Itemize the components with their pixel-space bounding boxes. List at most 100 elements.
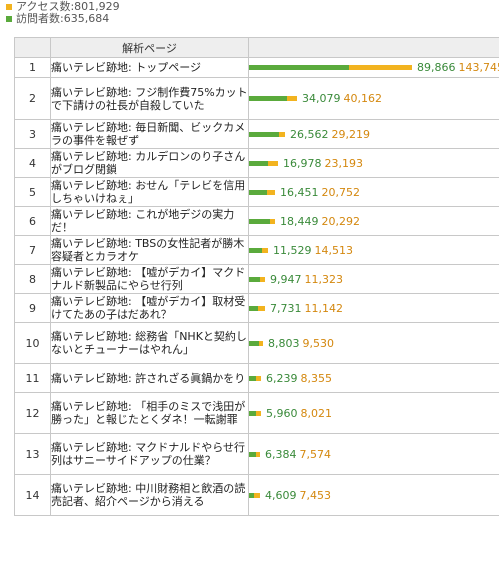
- access-count: 8,355: [300, 371, 333, 385]
- visit-count: 34,079: [302, 92, 341, 105]
- access-count: 11,323: [304, 272, 344, 286]
- table-row: 13 痛いテレビ跡地: マクドナルドやらせ行列はサニーサイドアップの仕業？ 6,38…: [14, 433, 499, 475]
- visit-count: 16,978: [283, 156, 322, 170]
- row-chart: 34,079 40,162: [248, 77, 499, 120]
- visit-count: 6,239: [266, 371, 298, 385]
- row-rank: 14: [14, 474, 51, 516]
- row-chart: 6,384 7,574: [248, 433, 499, 475]
- row-chart: 7,731 11,142: [248, 293, 499, 323]
- visit-bar: [249, 340, 259, 346]
- access-count: 9,530: [302, 336, 335, 350]
- visit-bar: [249, 247, 262, 253]
- chart-header: [248, 37, 499, 58]
- access-count: 11,142: [304, 301, 344, 315]
- row-rank: 11: [14, 363, 51, 393]
- access-bar: [259, 340, 263, 346]
- stat-bar: [249, 189, 275, 195]
- visit-bar: [249, 131, 279, 137]
- legend-access-value: 801,929: [74, 0, 120, 13]
- row-page-title: 痛いテレビ跡地: マクドナルドやらせ行列はサニーサイドアップの仕業？: [50, 433, 249, 475]
- access-bar: [262, 247, 268, 253]
- row-page-title: 痛いテレビ跡地: 総務省「NHKと契約しないとチューナーはやれん」: [50, 322, 249, 364]
- row-rank: 8: [14, 264, 51, 294]
- access-bar: [279, 131, 285, 137]
- visit-bar: [249, 410, 256, 416]
- bar-wrap: 11,529 14,513: [249, 244, 499, 257]
- stat-bar: [249, 340, 263, 346]
- bar-wrap: 16,978 23,193: [249, 157, 499, 170]
- bar-wrap: 16,451 20,752: [249, 186, 499, 199]
- stat-bar: [249, 276, 265, 282]
- row-chart: 16,978 23,193: [248, 148, 499, 178]
- bar-wrap: 7,731 11,142: [249, 302, 499, 315]
- visit-count: 9,947: [270, 272, 302, 286]
- visit-bar: [249, 276, 260, 282]
- row-page-title: 痛いテレビ跡地: 毎日新聞、ビックカメラの事件を報ぜず: [50, 119, 249, 149]
- row-rank: 6: [14, 206, 51, 236]
- stat-bar: [249, 65, 412, 70]
- visit-bar: [249, 375, 256, 381]
- bar-wrap: 18,449 20,292: [249, 215, 499, 228]
- row-page-title: 痛いテレビ跡地: TBSの女性記者が勝木容疑者とカラオケ: [50, 235, 249, 265]
- bar-wrap: 9,947 11,323: [249, 273, 499, 286]
- bar-wrap: 6,239 8,355: [249, 372, 499, 385]
- stat-bar: [249, 96, 297, 101]
- table-row: 3 痛いテレビ跡地: 毎日新聞、ビックカメラの事件を報ぜず 26,562 29,219: [14, 119, 499, 149]
- row-page-title: 痛いテレビ跡地: 【嘘がデカイ】取材受けてたあの子はだあれ？: [50, 293, 249, 323]
- table-row: 9 痛いテレビ跡地: 【嘘がデカイ】取材受けてたあの子はだあれ？ 7,731 11,1…: [14, 293, 499, 323]
- legend-visit-value: 635,684: [63, 12, 110, 25]
- visit-count: 11,529: [273, 243, 312, 257]
- legend-access-label: アクセス数:: [16, 0, 75, 13]
- access-count: 14,513: [314, 243, 354, 257]
- access-bar: [287, 96, 297, 101]
- row-chart: 6,239 8,355: [248, 363, 499, 393]
- row-page-title: 痛いテレビ跡地: フジ制作費75%カットで下請けの社長が自殺していた: [50, 77, 249, 120]
- row-page-title: 痛いテレビ跡地: カルデロンのり子さんがブログ閉鎖: [50, 148, 249, 178]
- stat-bar: [249, 451, 260, 457]
- bar-wrap: 6,384 7,574: [249, 448, 499, 461]
- row-chart: 5,960 8,021: [248, 392, 499, 434]
- visit-count: 16,451: [280, 185, 319, 199]
- legend-visit-label: 訪問者数:: [16, 12, 64, 25]
- table-row: 4 痛いテレビ跡地: カルデロンのり子さんがブログ閉鎖 16,978 23,193: [14, 148, 499, 178]
- row-page-title: 痛いテレビ跡地: おせん「テレビを信用しちゃいけねぇ」: [50, 177, 249, 207]
- row-chart: 8,803 9,530: [248, 322, 499, 364]
- visit-count: 26,562: [290, 127, 329, 141]
- visit-bar: [249, 65, 349, 70]
- row-page-title: 痛いテレビ跡地: トップページ: [50, 57, 249, 78]
- visit-bar: [249, 160, 268, 166]
- visit-bar: [249, 451, 256, 457]
- access-count: 7,574: [299, 447, 332, 461]
- table-row: 11 痛いテレビ跡地: 許されざる眞鍋かをり 6,239 8,355: [14, 363, 499, 393]
- table-row: 6 痛いテレビ跡地: これが地デジの実力だ！ 18,449 20,292: [14, 206, 499, 236]
- table-row: 14 痛いテレビ跡地: 中川財務相と飲酒の読売記者、紹介ページから消える 4,609…: [14, 474, 499, 516]
- legend: アクセス数: 801,929 訪問者数: 635,684: [6, 1, 120, 25]
- row-rank: 3: [14, 119, 51, 149]
- visit-count: 4,609: [265, 488, 297, 502]
- access-count: 40,162: [343, 92, 383, 105]
- row-page-title: 痛いテレビ跡地: これが地デジの実力だ！: [50, 206, 249, 236]
- access-swatch-icon: [6, 4, 12, 10]
- row-rank: 4: [14, 148, 51, 178]
- bar-wrap: 26,562 29,219: [249, 128, 499, 141]
- stat-bar: [249, 247, 268, 253]
- access-bar: [267, 189, 275, 195]
- access-count: 143,745: [458, 61, 499, 74]
- table-row: 8 痛いテレビ跡地: 【嘘がデカイ】マクドナルド新製品にやらせ行列 9,947 11,…: [14, 264, 499, 294]
- bar-wrap: 8,803 9,530: [249, 337, 499, 350]
- visit-count: 7,731: [270, 301, 302, 315]
- stat-bar: [249, 410, 261, 416]
- row-page-title: 痛いテレビ跡地: 中川財務相と飲酒の読売記者、紹介ページから消える: [50, 474, 249, 516]
- access-count: 7,453: [299, 488, 332, 502]
- access-count: 29,219: [331, 127, 371, 141]
- stat-bar: [249, 375, 261, 381]
- legend-visit: 訪問者数: 635,684: [6, 13, 120, 25]
- row-rank: 1: [14, 57, 51, 78]
- visit-count: 5,960: [266, 406, 298, 420]
- access-bar: [268, 160, 278, 166]
- visit-count: 6,384: [265, 447, 297, 461]
- access-bar: [270, 218, 275, 224]
